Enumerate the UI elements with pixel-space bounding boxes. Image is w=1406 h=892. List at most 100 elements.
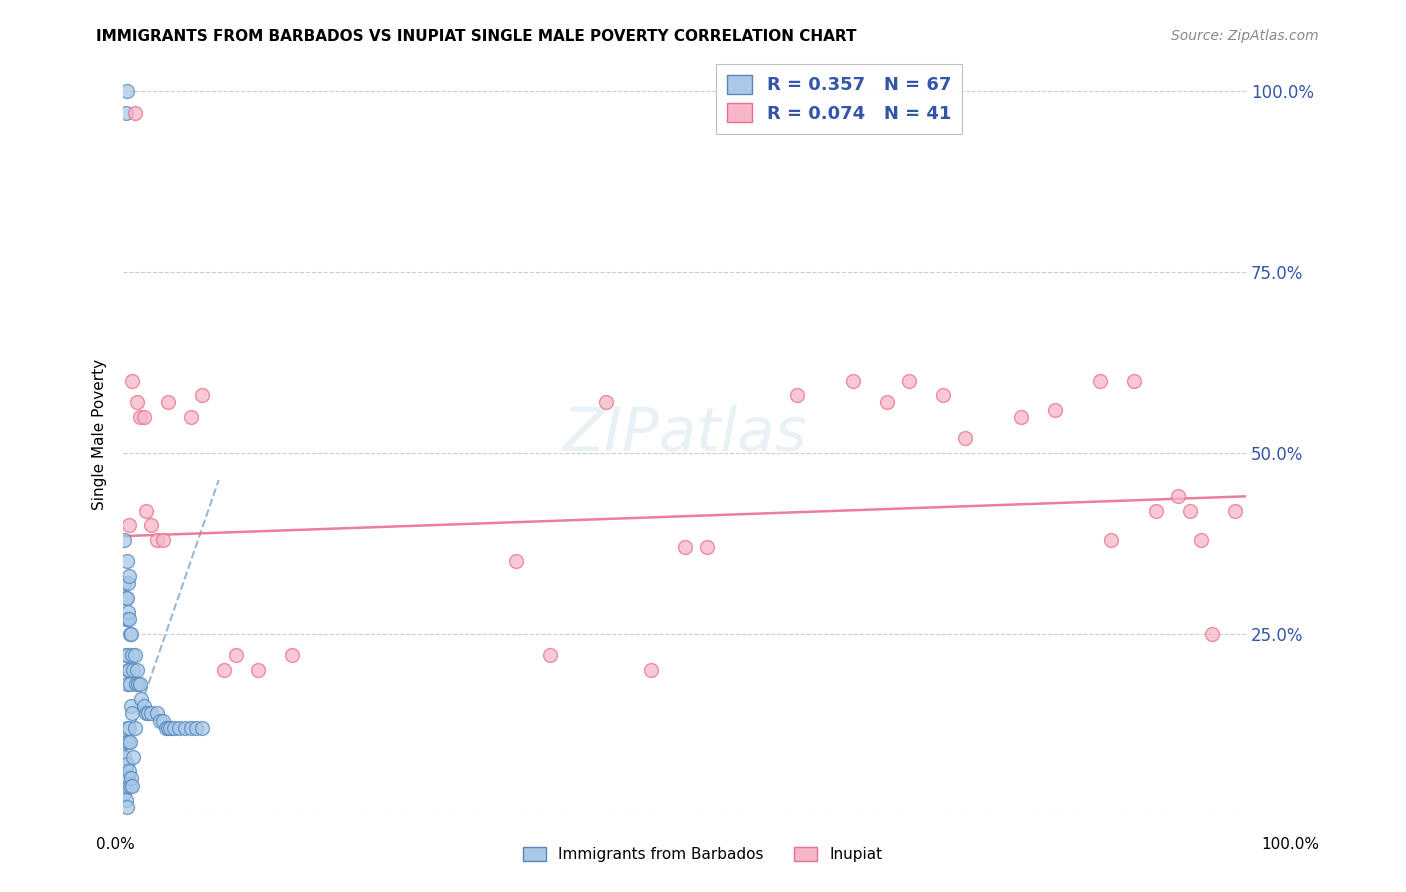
Point [120, 626, 142, 640]
Point [114, 648, 136, 663]
Point [121, 779, 143, 793]
Point [124, 721, 146, 735]
Point [214, 663, 236, 677]
Point [115, 591, 138, 605]
Point [225, 648, 247, 663]
Point [505, 554, 527, 568]
Point [118, 735, 141, 749]
Point [932, 388, 955, 402]
Point [146, 706, 169, 721]
Point [115, 721, 138, 735]
Point [157, 721, 180, 735]
Point [1167, 489, 1189, 503]
Point [115, 612, 138, 626]
Point [118, 779, 141, 793]
Text: 100.0%: 100.0% [1261, 838, 1319, 852]
Point [135, 504, 157, 518]
Point [115, 677, 138, 691]
Point [247, 663, 270, 677]
Point [186, 721, 208, 735]
Point [1201, 626, 1223, 640]
Point [141, 518, 163, 533]
Point [129, 691, 152, 706]
Legend: R = 0.357   N = 67, R = 0.074   N = 41: R = 0.357 N = 67, R = 0.074 N = 41 [716, 64, 962, 134]
Point [121, 706, 143, 721]
Point [1178, 504, 1201, 518]
Point [898, 374, 921, 388]
Point [280, 648, 302, 663]
Point [120, 772, 142, 786]
Point [136, 706, 159, 721]
Point [117, 735, 139, 749]
Point [129, 677, 152, 691]
Point [146, 533, 169, 547]
Point [152, 533, 174, 547]
Point [124, 677, 146, 691]
Point [117, 663, 139, 677]
Point [125, 663, 148, 677]
Point [191, 721, 214, 735]
Point [169, 721, 191, 735]
Text: ZIPatlas: ZIPatlas [562, 405, 807, 465]
Point [696, 540, 718, 554]
Point [152, 714, 174, 728]
Point [640, 663, 662, 677]
Point [114, 591, 136, 605]
Point [1223, 504, 1246, 518]
Point [122, 749, 145, 764]
Point [180, 409, 202, 424]
Point [114, 612, 136, 626]
Point [876, 395, 898, 409]
Point [114, 735, 136, 749]
Point [595, 395, 617, 409]
Point [141, 706, 163, 721]
Point [1144, 504, 1167, 518]
Point [1122, 374, 1144, 388]
Point [786, 388, 808, 402]
Point [1099, 533, 1122, 547]
Point [124, 648, 146, 663]
Point [157, 395, 180, 409]
Point [117, 605, 139, 619]
Point [1043, 402, 1066, 417]
Point [117, 772, 139, 786]
Text: Source: ZipAtlas.com: Source: ZipAtlas.com [1171, 29, 1319, 43]
Point [124, 106, 146, 120]
Point [120, 699, 142, 714]
Point [673, 540, 696, 554]
Point [121, 374, 143, 388]
Point [115, 84, 138, 98]
Point [118, 518, 141, 533]
Point [122, 663, 145, 677]
Legend: Immigrants from Barbados, Inupiat: Immigrants from Barbados, Inupiat [517, 841, 889, 868]
Point [1088, 374, 1111, 388]
Point [115, 648, 138, 663]
Point [159, 721, 181, 735]
Point [112, 749, 135, 764]
Y-axis label: Single Male Poverty: Single Male Poverty [93, 359, 107, 510]
Point [114, 793, 136, 807]
Point [129, 409, 152, 424]
Point [132, 409, 155, 424]
Point [114, 106, 136, 120]
Point [1010, 409, 1032, 424]
Point [117, 576, 139, 591]
Point [115, 554, 138, 568]
Point [121, 648, 143, 663]
Point [149, 714, 172, 728]
Point [155, 721, 177, 735]
Text: IMMIGRANTS FROM BARBADOS VS INUPIAT SINGLE MALE POVERTY CORRELATION CHART: IMMIGRANTS FROM BARBADOS VS INUPIAT SING… [96, 29, 856, 44]
Point [115, 800, 138, 814]
Point [132, 699, 155, 714]
Point [953, 432, 976, 446]
Point [125, 395, 148, 409]
Point [538, 648, 561, 663]
Point [1189, 533, 1212, 547]
Point [118, 612, 141, 626]
Point [118, 663, 141, 677]
Point [118, 721, 141, 735]
Point [118, 569, 141, 583]
Point [118, 764, 141, 779]
Point [112, 533, 135, 547]
Point [118, 626, 141, 640]
